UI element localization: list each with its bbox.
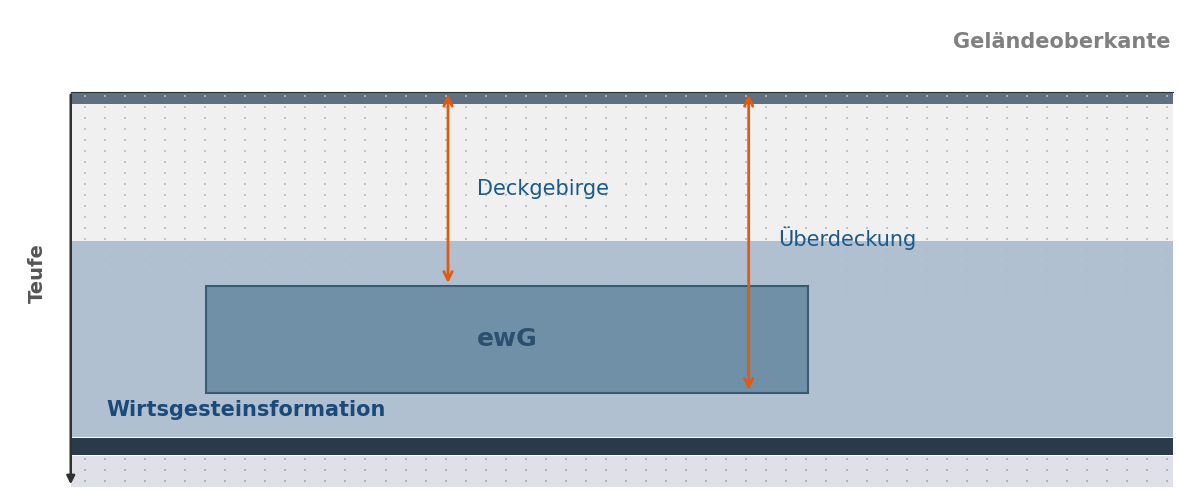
Text: Teufe: Teufe: [28, 244, 47, 303]
FancyBboxPatch shape: [206, 286, 808, 393]
Text: Wirtsgesteinsformation: Wirtsgesteinsformation: [106, 400, 386, 420]
Bar: [71, 92, 1173, 301]
Text: Deckgebirge: Deckgebirge: [477, 179, 610, 199]
Bar: [71, 456, 1173, 487]
Text: ewG: ewG: [476, 327, 538, 351]
Text: Geländeoberkante: Geländeoberkante: [954, 32, 1171, 52]
Bar: [71, 92, 1173, 104]
Bar: [71, 438, 1173, 455]
Text: Überdeckung: Überdeckung: [778, 227, 916, 250]
Bar: [71, 241, 1173, 437]
